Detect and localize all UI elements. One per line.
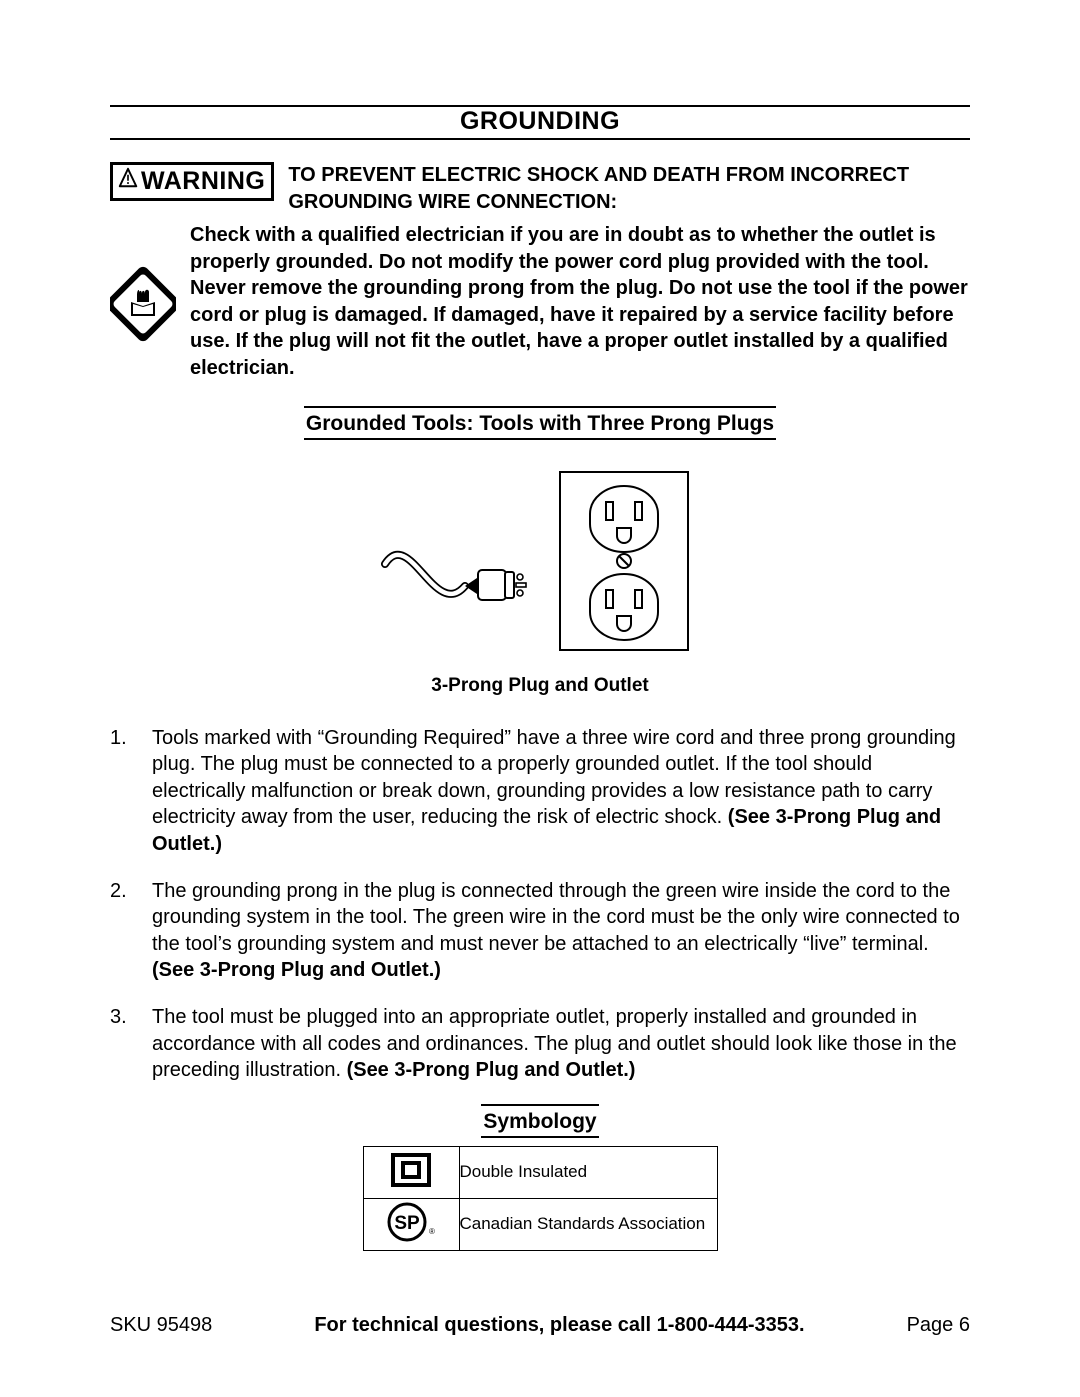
double-insulated-icon: [390, 1175, 432, 1192]
symbology-table: Double Insulated SP ® Canadian Standards…: [363, 1146, 718, 1251]
footer-phone: For technical questions, please call 1-8…: [314, 1314, 804, 1337]
list-number: 3.: [110, 1004, 152, 1084]
list-item: 1. Tools marked with “Grounding Required…: [110, 725, 970, 858]
csa-icon: SP ®: [385, 1229, 437, 1246]
list-item: 3. The tool must be plugged into an appr…: [110, 1004, 970, 1084]
symbology-label: Canadian Standards Association: [459, 1198, 717, 1250]
warning-triangle-icon: [118, 167, 138, 194]
list-text: The tool must be plugged into an appropr…: [152, 1004, 970, 1084]
warning-body: Check with a qualified electrician if yo…: [190, 222, 970, 382]
list-number: 2.: [110, 878, 152, 984]
warning-label-box: WARNING: [110, 162, 274, 201]
list-text: Tools marked with “Grounding Required” h…: [152, 725, 970, 858]
symbology-heading: Symbology: [481, 1104, 598, 1138]
footer-sku: SKU 95498: [110, 1314, 212, 1337]
footer-page: Page 6: [907, 1314, 970, 1337]
warning-label-text: WARNING: [141, 167, 265, 196]
figure-caption: 3-Prong Plug and Outlet: [110, 675, 970, 697]
list-number: 1.: [110, 725, 152, 858]
table-row: SP ® Canadian Standards Association: [363, 1198, 717, 1250]
list-text: The grounding prong in the plug is conne…: [152, 878, 970, 984]
list-item: 2. The grounding prong in the plug is co…: [110, 878, 970, 984]
plug-and-outlet-figure: [380, 466, 700, 661]
warning-lead: TO PREVENT ELECTRIC SHOCK AND DEATH FROM…: [288, 162, 970, 216]
page-footer: SKU 95498 For technical questions, pleas…: [110, 1314, 970, 1337]
read-manual-icon: [110, 261, 176, 352]
svg-text:SP: SP: [394, 1213, 420, 1234]
table-row: Double Insulated: [363, 1146, 717, 1198]
grounded-tools-heading: Grounded Tools: Tools with Three Prong P…: [304, 406, 776, 440]
symbology-label: Double Insulated: [459, 1146, 717, 1198]
numbered-list: 1. Tools marked with “Grounding Required…: [110, 725, 970, 1084]
page-title: GROUNDING: [110, 107, 970, 140]
svg-text:®: ®: [429, 1227, 435, 1236]
